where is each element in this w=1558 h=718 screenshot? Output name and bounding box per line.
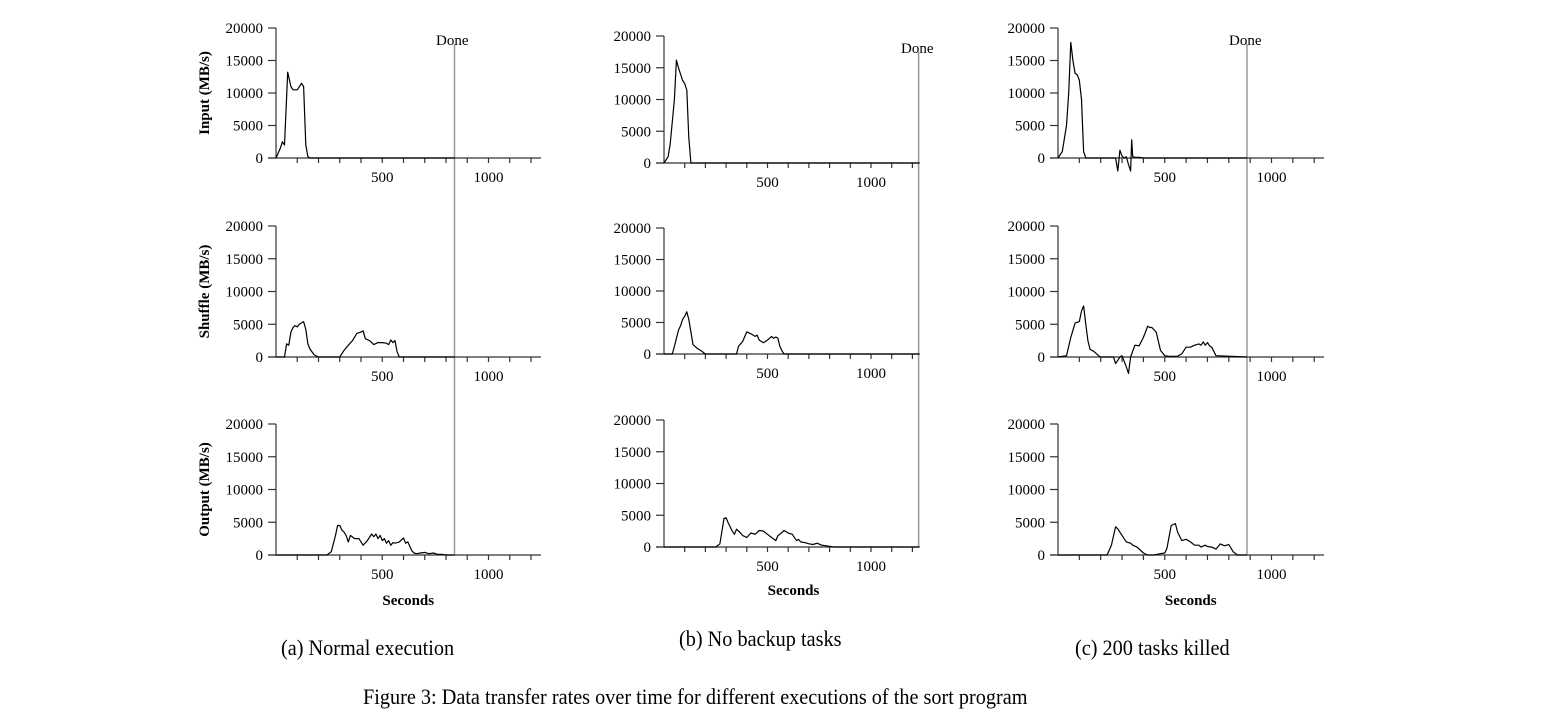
data-series-line — [276, 524, 455, 556]
data-series-line — [1057, 41, 1247, 172]
y-tick-label: 0 — [256, 548, 264, 564]
data-series-line — [1058, 522, 1247, 556]
y-tick-label: 5000 — [1015, 119, 1045, 135]
data-series-line — [664, 311, 919, 355]
y-tick-label: 0 — [256, 350, 264, 366]
x-tick-label: 500 — [1154, 369, 1177, 385]
y-tick-label: 10000 — [614, 477, 652, 493]
y-tick-label: 10000 — [1008, 86, 1046, 102]
subplot-c-input: 0 5000 10000 15000 20000 500 1000 — [1008, 21, 1324, 186]
y-tick-label: 20000 — [226, 219, 264, 235]
x-tick-label: 500 — [371, 567, 394, 583]
y-tick-label: 20000 — [614, 221, 652, 237]
done-label: Done — [1229, 33, 1262, 49]
figure-caption: Figure 3: Data transfer rates over time … — [363, 684, 1028, 709]
data-series-line — [275, 71, 455, 159]
y-tick-label: 0 — [644, 347, 652, 363]
subcaption-b: (b) No backup tasks — [679, 626, 842, 651]
data-series-line — [664, 517, 919, 548]
subplot-c-output: 0 5000 10000 15000 20000 500 1000 Seconds — [1008, 417, 1324, 609]
y-tick-label: 0 — [644, 156, 652, 172]
y-tick-label: 0 — [1038, 350, 1046, 366]
x-tick-label: 500 — [1154, 567, 1177, 583]
y-tick-label: 10000 — [614, 93, 652, 109]
x-axis-label: Seconds — [382, 593, 434, 609]
x-axis-label: Seconds — [1165, 593, 1217, 609]
y-axis-label: Output (MB/s) — [197, 442, 213, 537]
x-tick-label: 1000 — [1257, 170, 1287, 186]
y-tick-label: 10000 — [614, 284, 652, 300]
y-tick-label: 20000 — [226, 21, 264, 37]
y-tick-label: 0 — [1038, 548, 1046, 564]
y-tick-label: 5000 — [233, 317, 263, 333]
subplot-b-output: 0 5000 10000 15000 20000 500 1000 Seconds — [614, 413, 920, 599]
y-tick-label: 10000 — [1008, 483, 1046, 499]
x-tick-label: 1000 — [1257, 567, 1287, 583]
x-axis-label: Seconds — [768, 583, 820, 599]
subplot-b-shuffle: 0 5000 10000 15000 20000 500 1000 — [614, 221, 920, 382]
y-tick-label: 0 — [1038, 151, 1046, 167]
y-tick-label: 15000 — [1008, 54, 1046, 70]
x-tick-label: 500 — [756, 559, 779, 575]
y-tick-label: 5000 — [1015, 515, 1045, 531]
y-axis-label: Shuffle (MB/s) — [197, 245, 213, 339]
x-tick-label: 1000 — [1257, 369, 1287, 385]
y-tick-label: 0 — [256, 151, 264, 167]
y-tick-label: 10000 — [226, 285, 264, 301]
y-tick-label: 10000 — [226, 483, 264, 499]
x-tick-label: 1000 — [856, 366, 886, 382]
done-label: Done — [901, 41, 934, 57]
y-tick-label: 15000 — [226, 252, 264, 268]
data-series-line — [276, 321, 455, 358]
x-tick-label: 500 — [371, 369, 394, 385]
x-tick-label: 1000 — [856, 559, 886, 575]
y-tick-label: 15000 — [614, 61, 652, 77]
y-tick-label: 20000 — [614, 413, 652, 429]
data-series-line — [663, 59, 919, 164]
y-tick-label: 5000 — [233, 515, 263, 531]
y-tick-label: 5000 — [1015, 317, 1045, 333]
y-tick-label: 5000 — [621, 124, 651, 140]
subplot-a-output: 0 5000 10000 15000 20000 500 1000 Output (MB/s)… — [197, 417, 541, 609]
y-tick-label: 15000 — [1008, 450, 1046, 466]
y-tick-label: 5000 — [621, 316, 651, 332]
x-tick-label: 1000 — [474, 170, 504, 186]
y-tick-label: 5000 — [621, 508, 651, 524]
y-tick-label: 10000 — [1008, 285, 1046, 301]
y-tick-label: 15000 — [226, 450, 264, 466]
subcaption-a: (a) Normal execution — [281, 635, 455, 660]
y-axis-label: Input (MB/s) — [197, 51, 213, 135]
done-label: Done — [436, 33, 469, 49]
subcaption-c: (c) 200 tasks killed — [1075, 635, 1230, 660]
subplot-a-input: 0 5000 10000 15000 20000 500 1000 Input (MB/s) — [197, 21, 541, 186]
y-tick-label: 20000 — [226, 417, 264, 433]
y-tick-label: 20000 — [614, 29, 652, 45]
x-tick-label: 1000 — [474, 369, 504, 385]
x-tick-label: 500 — [756, 366, 779, 382]
y-tick-label: 0 — [644, 540, 652, 556]
x-tick-label: 500 — [371, 170, 394, 186]
y-tick-label: 15000 — [614, 445, 652, 461]
y-tick-label: 15000 — [226, 54, 264, 70]
y-tick-label: 5000 — [233, 119, 263, 135]
subplot-c-shuffle: 0 5000 10000 15000 20000 500 1000 — [1008, 219, 1324, 385]
x-tick-label: 1000 — [474, 567, 504, 583]
subplot-b-input: 0 5000 10000 15000 20000 500 1000 — [614, 29, 920, 191]
data-series-line — [1057, 305, 1247, 374]
y-tick-label: 15000 — [1008, 252, 1046, 268]
y-tick-label: 15000 — [614, 253, 652, 269]
y-tick-label: 20000 — [1008, 219, 1046, 235]
subplot-a-shuffle: 0 5000 10000 15000 20000 500 1000 Shuffle (MB/s… — [197, 219, 541, 385]
y-tick-label: 20000 — [1008, 21, 1046, 37]
y-tick-label: 10000 — [226, 86, 264, 102]
x-tick-label: 500 — [756, 175, 779, 191]
x-tick-label: 500 — [1154, 170, 1177, 186]
y-tick-label: 20000 — [1008, 417, 1046, 433]
x-tick-label: 1000 — [856, 175, 886, 191]
